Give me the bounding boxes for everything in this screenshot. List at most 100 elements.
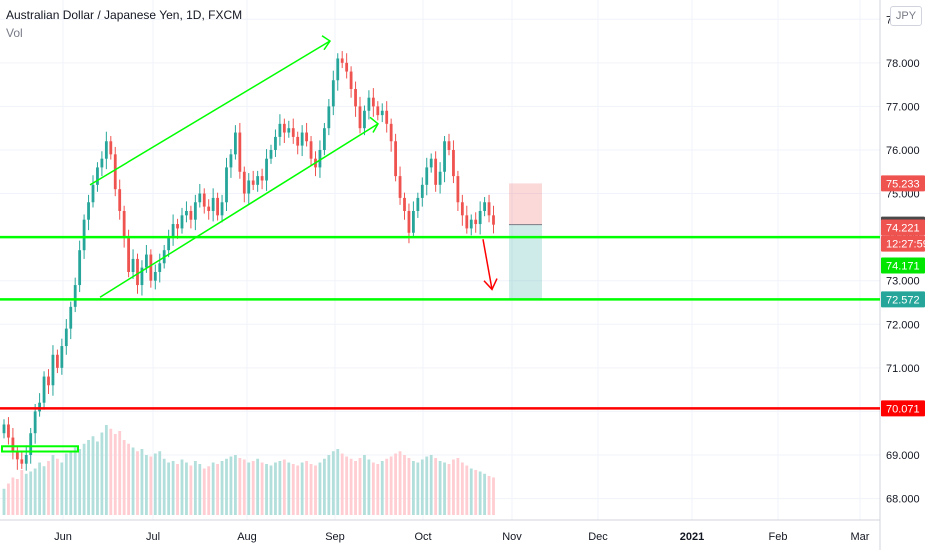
volume-bar xyxy=(403,455,406,515)
candle-body xyxy=(492,215,495,225)
volume-bar xyxy=(100,432,104,515)
volume-bar xyxy=(220,461,224,515)
candle-body xyxy=(242,171,246,194)
candle-body xyxy=(118,189,122,211)
volume-bar xyxy=(296,465,300,515)
x-tick-label: Jun xyxy=(54,531,72,543)
candle-body xyxy=(465,215,469,229)
volume-bar xyxy=(131,447,135,515)
x-tick-label: 2021 xyxy=(680,531,704,543)
volume-bar xyxy=(389,456,393,515)
volume-bar xyxy=(185,462,188,515)
volume-bar xyxy=(336,449,340,515)
candle-body xyxy=(363,110,366,129)
y-tick-label: 69.000 xyxy=(886,450,920,462)
candle-body xyxy=(443,141,446,172)
candle-body xyxy=(456,176,460,203)
candle-body xyxy=(487,202,491,216)
candle-body xyxy=(180,215,184,229)
support-rectangle xyxy=(1,445,79,453)
candle-body xyxy=(96,167,99,185)
volume-bar xyxy=(376,464,380,515)
volume-bar xyxy=(416,462,420,515)
volume-bar xyxy=(64,453,68,515)
forecast-arrow-line xyxy=(482,239,493,290)
volume-bar xyxy=(69,451,73,515)
candle-body xyxy=(33,411,37,434)
candle-body xyxy=(82,219,86,251)
volume-bar xyxy=(345,456,349,515)
candle-body xyxy=(38,402,41,412)
volume-bar xyxy=(469,468,473,515)
candle-body xyxy=(420,184,424,198)
volume-bar xyxy=(60,462,64,515)
volume-bar xyxy=(158,451,162,515)
candle-body xyxy=(78,250,82,286)
volume-bar xyxy=(91,436,95,515)
y-tick-label: 72.000 xyxy=(886,319,920,331)
volume-bar xyxy=(282,459,286,515)
volume-bar xyxy=(474,470,478,515)
price-label: 72.572 xyxy=(886,294,920,306)
volume-bar xyxy=(96,441,99,515)
position-target-zone xyxy=(509,224,542,300)
candle-body xyxy=(20,459,24,464)
volume-bar xyxy=(456,458,460,515)
price-label: 12:27:59 xyxy=(886,239,929,251)
channel-upper-line xyxy=(89,40,331,186)
candle-body xyxy=(42,376,46,403)
volume-bar xyxy=(438,461,442,515)
candle-body xyxy=(73,285,77,307)
candle-body xyxy=(185,210,188,216)
volume-bar xyxy=(291,464,295,515)
candle-body xyxy=(412,210,415,233)
volume-bar xyxy=(2,488,6,515)
position-stop-zone xyxy=(509,183,542,225)
volume-indicator-label[interactable]: Vol xyxy=(6,26,23,40)
candle-body xyxy=(15,450,19,460)
price-label: 75.233 xyxy=(886,178,920,190)
volume-bar xyxy=(478,471,482,515)
volume-bar xyxy=(247,462,251,515)
candle-body xyxy=(64,328,68,347)
volume-bar xyxy=(349,458,353,515)
candle-body xyxy=(158,263,162,272)
volume-bar xyxy=(118,431,122,515)
x-tick-label: Feb xyxy=(769,531,788,543)
volume-bar xyxy=(447,464,451,515)
candle-body xyxy=(483,202,486,211)
candle-body xyxy=(452,149,455,177)
price-label: 74.221 xyxy=(886,222,920,234)
candle-body xyxy=(140,267,144,286)
volume-bar xyxy=(420,459,424,515)
volume-bar xyxy=(225,458,228,515)
volume-bar xyxy=(274,462,277,515)
candle-body xyxy=(398,176,402,198)
currency-button[interactable]: JPY xyxy=(890,6,922,26)
candle-body xyxy=(189,210,193,220)
volume-bar xyxy=(234,455,237,515)
volume-bar xyxy=(42,466,46,515)
candle-body xyxy=(91,184,95,203)
volume-bar xyxy=(38,462,41,515)
volume-bar xyxy=(24,473,28,515)
candle-body xyxy=(251,180,255,185)
volume-bar xyxy=(278,461,282,515)
candle-body xyxy=(265,158,268,181)
volume-bar xyxy=(323,458,326,515)
volume-bar xyxy=(153,453,157,515)
candle-body xyxy=(136,258,139,286)
candle-body xyxy=(176,224,179,229)
volume-bar xyxy=(167,462,171,515)
volume-bar xyxy=(229,456,233,515)
volume-bar xyxy=(171,461,175,515)
candle-body xyxy=(394,141,397,177)
candle-body xyxy=(202,193,206,207)
price-label-bg xyxy=(881,257,925,274)
candle-body xyxy=(323,128,326,150)
candle-body xyxy=(109,141,113,155)
volume-bar xyxy=(394,453,397,515)
candle-body xyxy=(131,258,135,272)
volume-bar xyxy=(149,456,153,515)
